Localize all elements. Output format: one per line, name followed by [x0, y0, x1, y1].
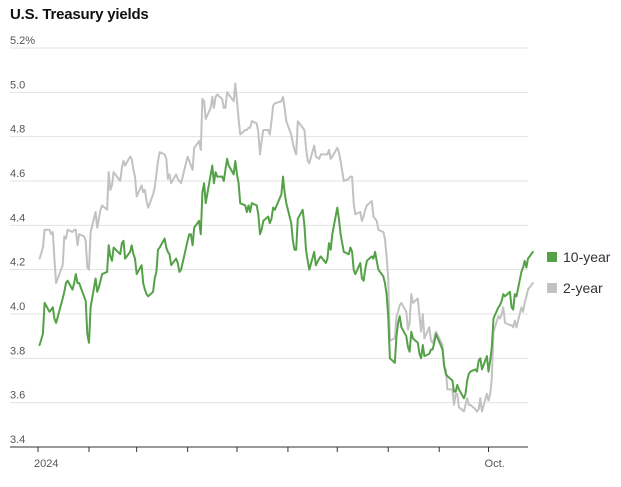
- y-tick-label: 3.4: [10, 434, 25, 446]
- legend-swatch: [547, 252, 557, 262]
- x-tick-label: Oct.: [485, 458, 505, 470]
- y-tick-label: 5.0: [10, 79, 25, 91]
- y-tick-label: 4.2: [10, 257, 25, 269]
- y-tick-label: 4.8: [10, 124, 25, 136]
- x-axis: 2024 Oct.: [10, 446, 528, 470]
- y-tick-label: 3.8: [10, 345, 25, 357]
- y-tick-label: 4.6: [10, 168, 25, 180]
- y-tick-label: 4.0: [10, 301, 25, 313]
- gridlines: [10, 47, 528, 404]
- y-tick-label: 3.6: [10, 390, 25, 402]
- y-tick-label: 5.2%: [10, 35, 35, 47]
- legend-label: 10-year: [563, 249, 611, 265]
- series-lines: [38, 82, 534, 413]
- x-tick-label: 2024: [34, 458, 58, 470]
- series-line-2-year: [38, 82, 534, 413]
- legend: 10-year 2-year: [547, 249, 611, 296]
- series-line-10-year: [38, 157, 534, 400]
- y-axis-labels: 5.2% 5.0 4.8 4.6 4.4 4.2 4.0 3.8 3.6 3.4: [10, 35, 35, 446]
- legend-label: 2-year: [563, 280, 603, 296]
- chart-title: U.S. Treasury yields: [10, 6, 149, 23]
- legend-swatch: [547, 283, 557, 293]
- y-tick-label: 4.4: [10, 212, 25, 224]
